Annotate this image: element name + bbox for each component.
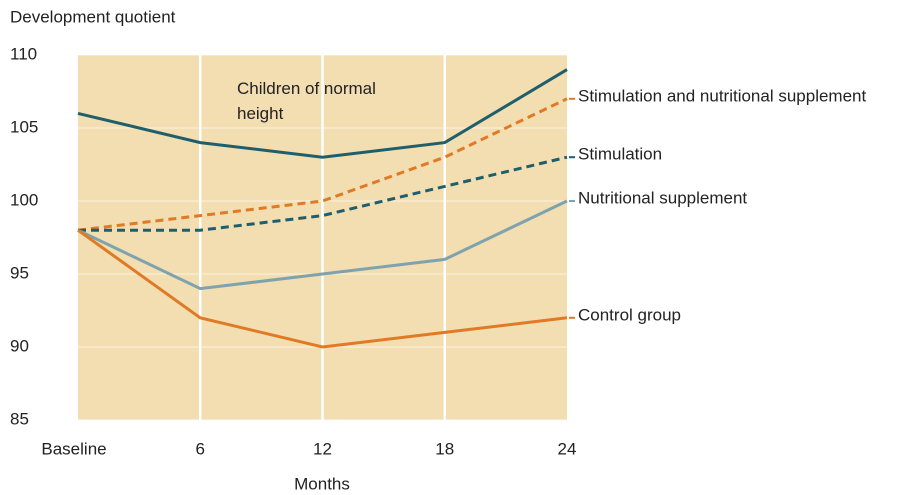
series-line [77,228,568,349]
y-tick-label: 105 [10,117,38,136]
x-tick-label: Baseline [41,439,106,458]
y-axis-label: Development quotient [10,7,176,26]
series-line [78,155,568,232]
y-tick-label: 110 [10,44,37,63]
series-label: Control group [578,305,681,324]
y-tick-label: 90 [10,336,29,355]
x-tick-label: 6 [196,439,205,458]
x-tick-label: 24 [558,439,577,458]
y-tick-label: 85 [10,409,29,428]
series-line [77,199,568,291]
series-label: Stimulation and nutritional supplement [578,86,867,105]
y-tick-label: 95 [10,263,29,282]
x-tick-label: 12 [313,439,332,458]
x-tick-label: 18 [435,439,454,458]
series-line [77,97,568,232]
series-label: Stimulation [578,145,662,164]
y-tick-label: 100 [10,190,38,209]
x-axis-label: Months [294,474,350,493]
series-line [77,68,568,159]
annotation: Children of normal height [237,79,376,123]
series-label: Nutritional supplement [578,188,747,207]
